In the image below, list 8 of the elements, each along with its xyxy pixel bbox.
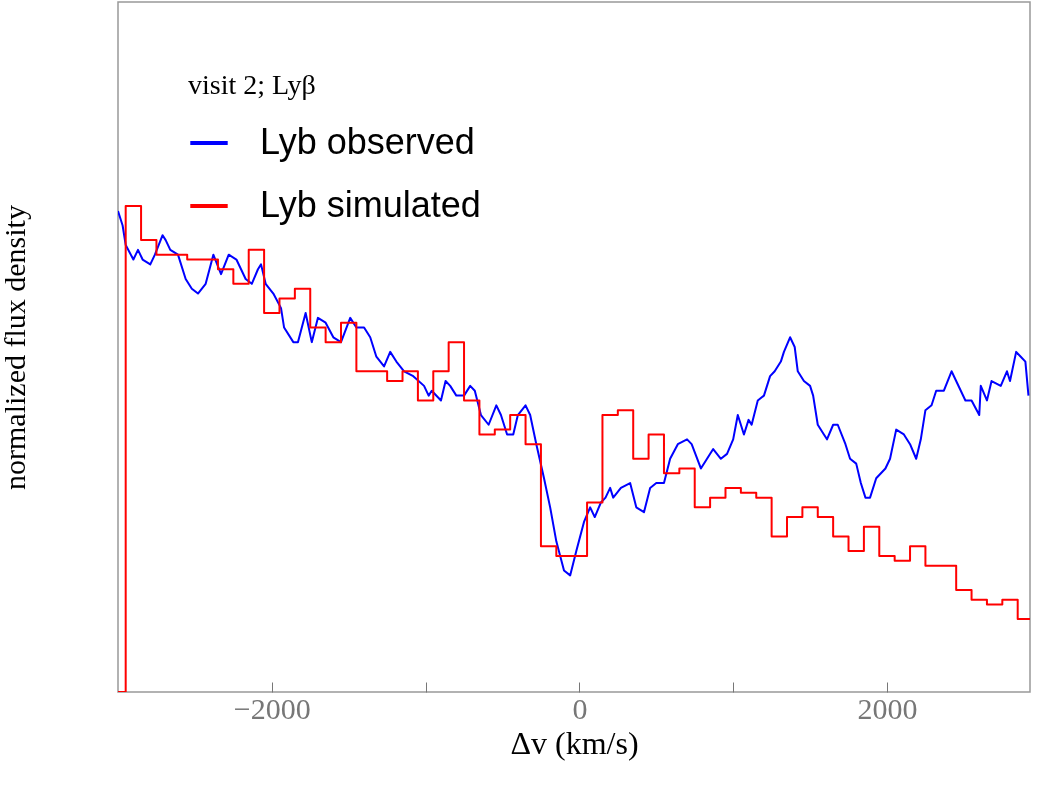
- legend-label: Lyb observed: [260, 121, 475, 162]
- legend-title: visit 2; Lyβ: [188, 69, 316, 100]
- x-tick-label: 0: [572, 691, 588, 725]
- x-tick-label: −2000: [233, 691, 311, 725]
- y-axis-title: normalized flux density: [0, 205, 31, 490]
- x-axis-title: Δv (km/s): [510, 724, 639, 761]
- legend-label: Lyb simulated: [260, 184, 481, 225]
- x-tick-label: 2000: [857, 691, 918, 725]
